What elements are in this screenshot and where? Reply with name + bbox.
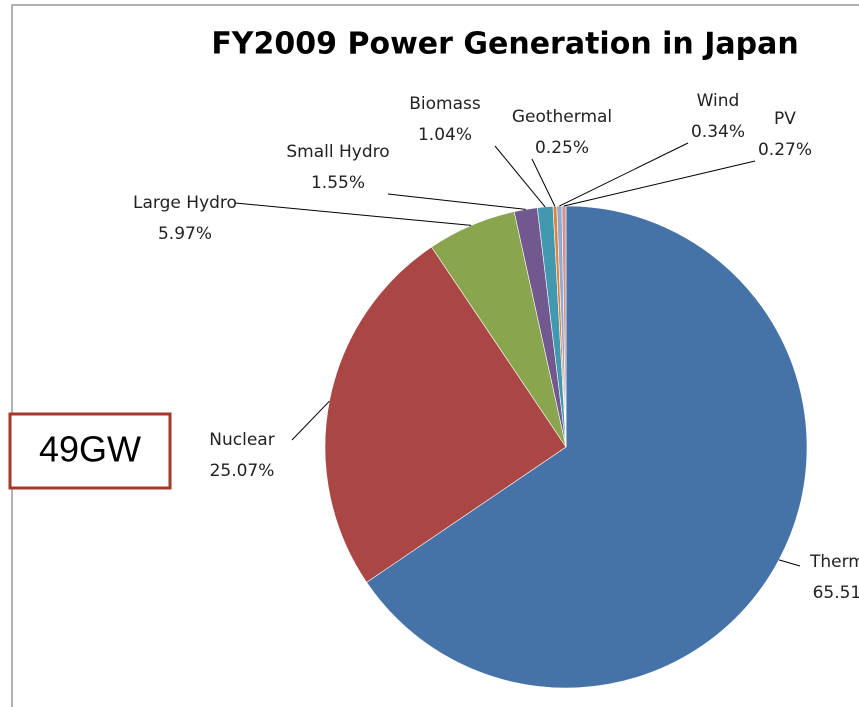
leader-line: [291, 400, 330, 441]
slice-label: Thermal: [809, 552, 859, 572]
leader-line: [234, 202, 472, 226]
leader-line: [559, 142, 689, 207]
slice-value: 25.07%: [210, 461, 275, 481]
slice-value: 0.27%: [758, 140, 812, 160]
pie: [324, 205, 808, 689]
labels: Thermal 65.51% Nuclear 25.07% Large Hydro 5.9…: [133, 91, 859, 603]
leader-line: [387, 193, 526, 210]
pie-slice: [324, 246, 567, 583]
slice-label: Nuclear: [209, 430, 274, 450]
slice-label: Small Hydro: [286, 142, 389, 162]
chart-title: FY2009 Power Generation in Japan: [211, 27, 798, 62]
leader-line: [563, 160, 756, 207]
leader-line: [531, 158, 556, 207]
slice-value: 0.25%: [535, 138, 589, 158]
annotation-box: [8, 412, 172, 490]
slice-label: Large Hydro: [133, 193, 237, 213]
slice-label: Geothermal: [512, 107, 612, 127]
leader-line: [778, 559, 801, 567]
slice-label: PV: [774, 109, 796, 129]
slice-label: Wind: [697, 91, 740, 111]
pie-slice: [366, 205, 808, 689]
slice-value: 1.55%: [311, 173, 365, 193]
slice-value: 65.51%: [813, 583, 859, 603]
slice-value: 1.04%: [418, 125, 472, 145]
slice-value: 0.34%: [691, 122, 745, 142]
leader-line: [494, 145, 546, 208]
annotation: 49GW: [39, 429, 141, 470]
slice-label: Biomass: [409, 94, 481, 114]
slice-value: 5.97%: [158, 224, 212, 244]
